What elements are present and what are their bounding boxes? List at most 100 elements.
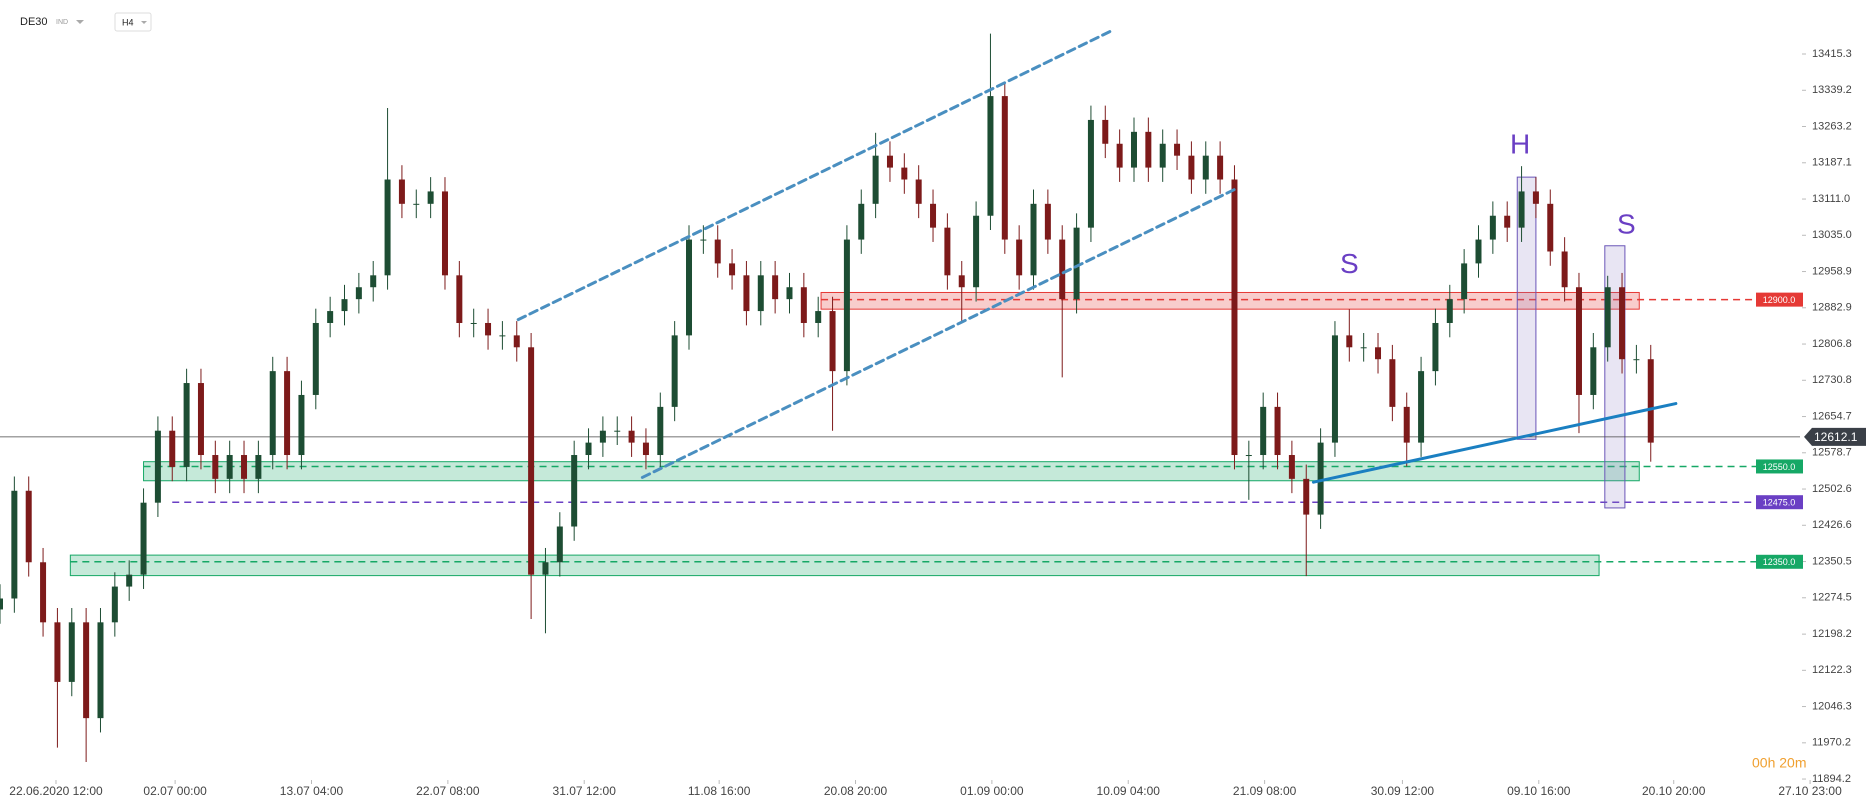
candle-body xyxy=(68,622,75,682)
y-tick-label: 12502.6 xyxy=(1812,483,1852,495)
y-tick-label: 11970.2 xyxy=(1812,737,1851,749)
level-label-box xyxy=(1756,459,1803,474)
x-tick-label: 21.09 08:00 xyxy=(1233,784,1297,798)
y-tick-label: 12350.5 xyxy=(1812,555,1852,567)
candle-body xyxy=(930,203,937,228)
candle-body xyxy=(140,502,147,575)
candle-body xyxy=(1446,299,1453,323)
candle-body xyxy=(1432,322,1439,372)
candle-body xyxy=(973,215,980,288)
candle-body xyxy=(585,442,592,456)
candle-body xyxy=(886,155,893,168)
candle-body xyxy=(528,347,535,575)
candle-body xyxy=(1274,406,1281,456)
candle-body xyxy=(614,430,621,432)
x-tick-label: 10.09 04:00 xyxy=(1097,784,1161,798)
candle-body xyxy=(786,287,793,300)
trendline xyxy=(1311,402,1678,484)
instrument-type: IND xyxy=(56,19,68,26)
trendline xyxy=(516,28,1114,322)
candle-body xyxy=(1403,406,1410,443)
level-zone xyxy=(820,291,1640,310)
candle-body xyxy=(1561,251,1568,288)
level-label-box xyxy=(1756,292,1803,307)
y-tick-label: 12578.7 xyxy=(1812,447,1852,459)
y-tick-label: 12882.9 xyxy=(1812,302,1852,314)
candle-body xyxy=(1116,143,1123,168)
y-tick-label: 12046.3 xyxy=(1812,700,1852,712)
candle-body xyxy=(241,455,248,479)
last-price-label: 12612.1 xyxy=(1814,430,1858,444)
x-tick-label: 22.07 08:00 xyxy=(416,784,480,798)
candle-body xyxy=(1504,215,1511,228)
level-label-box xyxy=(1756,554,1803,569)
level-label: 12900.0 xyxy=(1763,295,1796,305)
level-label: 12550.0 xyxy=(1763,462,1796,472)
candle-body xyxy=(1633,359,1640,361)
x-tick-label: 11.08 16:00 xyxy=(688,784,751,798)
x-tick-label: 31.07 12:00 xyxy=(553,784,617,798)
candle-body xyxy=(657,406,664,456)
candle-body xyxy=(370,275,377,288)
dropdown-caret[interactable] xyxy=(141,21,147,24)
candle-body xyxy=(0,598,3,610)
candle-body xyxy=(901,167,908,180)
candle-body xyxy=(456,275,463,323)
candle-body xyxy=(126,574,133,587)
candle-body xyxy=(700,239,707,241)
candle-body xyxy=(1030,203,1037,276)
dropdown-caret[interactable] xyxy=(76,20,84,24)
candle-body xyxy=(1331,335,1338,443)
candle-body xyxy=(1461,263,1468,300)
y-tick-label: 12122.3 xyxy=(1812,664,1852,676)
y-tick-label: 13339.2 xyxy=(1812,84,1852,96)
candle-body xyxy=(284,371,291,456)
candle-body xyxy=(815,311,822,323)
x-tick-label: 30.09 12:00 xyxy=(1371,784,1435,798)
candle-body xyxy=(169,430,176,467)
candle-body xyxy=(341,299,348,312)
last-price-tag xyxy=(1804,427,1866,446)
candle-body xyxy=(958,275,965,288)
candle-body xyxy=(1604,287,1611,348)
candle-body xyxy=(398,179,405,204)
candle-body xyxy=(1073,227,1080,300)
candle-body xyxy=(757,275,764,312)
candle-body xyxy=(183,383,190,467)
candle-body xyxy=(513,335,520,348)
pattern-label: S xyxy=(1617,209,1636,240)
x-tick-label: 22.06.2020 12:00 xyxy=(9,784,103,798)
candle-body xyxy=(1245,455,1252,457)
candle-body xyxy=(800,287,807,323)
candle-body xyxy=(1260,406,1267,456)
candle-body xyxy=(1360,347,1367,349)
candle-body xyxy=(83,622,90,719)
candle-body xyxy=(1044,203,1051,240)
candle-body xyxy=(1130,131,1137,168)
symbol[interactable]: DE30 xyxy=(20,16,48,28)
candle-body xyxy=(714,239,721,264)
candle-body xyxy=(384,179,391,276)
candle-body xyxy=(642,442,649,456)
timeframe[interactable]: H4 xyxy=(122,17,134,27)
level-label: 12350.0 xyxy=(1763,557,1796,567)
candle-body xyxy=(628,430,635,443)
x-tick-label: 20.10 20:00 xyxy=(1642,784,1706,798)
candle-body xyxy=(441,191,448,276)
candle-body xyxy=(556,526,563,563)
y-tick-label: 12274.5 xyxy=(1812,592,1852,604)
candle-body xyxy=(987,96,994,216)
candle-body xyxy=(97,622,104,719)
candle-body xyxy=(212,455,219,479)
candle-body xyxy=(858,203,865,240)
timeframe-button[interactable] xyxy=(114,12,152,32)
candle-body xyxy=(197,383,204,456)
candle-body xyxy=(470,322,477,324)
candle-body xyxy=(1016,239,1023,276)
x-tick-label: 27.10 23:00 xyxy=(1778,784,1842,798)
candle-body xyxy=(1288,455,1295,479)
level-label: 12475.0 xyxy=(1763,498,1796,508)
candle-body xyxy=(1532,191,1539,204)
candle-body xyxy=(599,430,606,443)
candle-body xyxy=(485,322,492,336)
